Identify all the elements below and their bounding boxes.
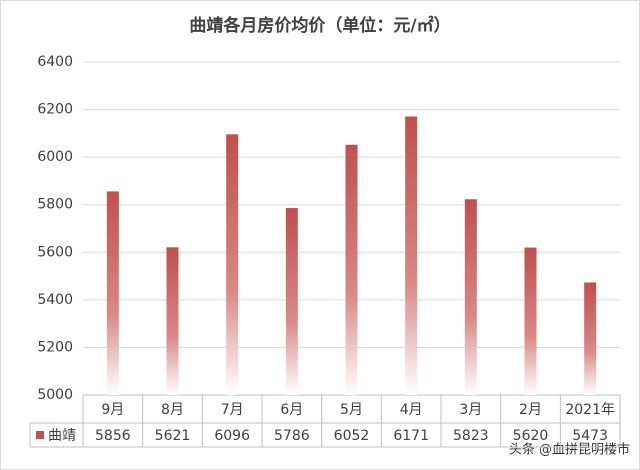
table-value: 5786 — [274, 428, 310, 444]
bar — [345, 144, 358, 395]
table-value: 6171 — [393, 428, 429, 444]
x-tick-label: 9月 — [101, 402, 124, 418]
table-value: 5473 — [572, 428, 608, 444]
y-tick-label: 5600 — [37, 244, 73, 260]
bar — [405, 116, 418, 395]
y-tick-label: 6400 — [37, 54, 73, 70]
bar — [464, 199, 477, 395]
bar — [106, 191, 119, 395]
x-tick-label: 2021年 — [565, 402, 615, 418]
table-value: 5823 — [453, 428, 489, 444]
table-value: 5620 — [513, 428, 549, 444]
y-tick-label: 5200 — [37, 339, 73, 355]
bar — [226, 134, 239, 395]
x-tick-label: 4月 — [400, 402, 423, 418]
x-tick-label: 3月 — [459, 402, 482, 418]
y-tick-label: 5000 — [37, 387, 73, 403]
table-value: 6052 — [334, 428, 370, 444]
y-tick-label: 6000 — [37, 149, 73, 165]
watermark: 头条 @血拼昆明楼市 — [509, 442, 630, 458]
legend-swatch — [36, 431, 44, 439]
bar — [285, 208, 298, 395]
table-value: 5856 — [95, 428, 131, 444]
table-value: 5621 — [155, 428, 191, 444]
bar — [584, 282, 597, 395]
bar — [166, 247, 179, 395]
x-tick-label: 8月 — [161, 402, 184, 418]
bar — [524, 247, 537, 395]
y-tick-label: 5400 — [37, 292, 73, 308]
x-tick-label: 7月 — [221, 402, 244, 418]
y-tick-label: 5800 — [37, 197, 73, 213]
x-tick-label: 5月 — [340, 402, 363, 418]
legend-label: 曲靖 — [48, 428, 76, 444]
y-tick-label: 6200 — [37, 102, 73, 118]
x-tick-label: 6月 — [280, 402, 303, 418]
chart-title: 曲靖各月房价均价（单位：元/㎡） — [189, 15, 450, 36]
table-value: 6096 — [214, 428, 250, 444]
x-tick-label: 2月 — [519, 402, 542, 418]
